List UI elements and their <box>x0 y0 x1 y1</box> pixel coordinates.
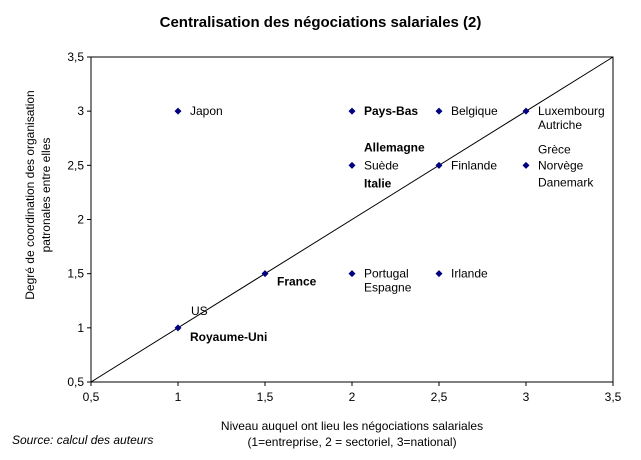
data-label: US <box>191 304 208 318</box>
x-tick-label: 1 <box>175 390 182 404</box>
x-tick-label: 3,5 <box>605 390 622 404</box>
data-point <box>348 270 356 278</box>
x-axis-label: Niveau auquel ont lieu les négociations … <box>172 418 532 450</box>
data-label: Suède <box>364 158 399 172</box>
data-point <box>435 107 443 115</box>
data-point <box>522 161 530 169</box>
x-tick-label: 2 <box>349 390 356 404</box>
data-point <box>435 270 443 278</box>
data-label: Espagne <box>364 281 412 295</box>
data-label: Luxembourg <box>538 104 605 118</box>
data-label: Autriche <box>538 118 582 132</box>
y-tick-label: 3 <box>77 104 84 118</box>
y-axis-label-line1: Degré de coordination des organisation <box>23 90 37 300</box>
y-axis-label: Degré de coordination des organisation p… <box>22 65 54 325</box>
data-point <box>174 324 182 332</box>
data-point <box>174 107 182 115</box>
data-point <box>348 107 356 115</box>
y-tick-label: 3,5 <box>67 50 84 64</box>
data-label: Danemark <box>538 175 594 189</box>
x-tick-label: 3 <box>523 390 530 404</box>
data-point <box>522 107 530 115</box>
data-label: Portugal <box>364 267 409 281</box>
data-label: Allemagne <box>364 140 425 154</box>
x-axis-label-line1: Niveau auquel ont lieu les négociations … <box>220 419 484 433</box>
x-tick-label: 2,5 <box>431 390 448 404</box>
diagonal-line <box>90 56 614 383</box>
data-label: Pays-Bas <box>364 104 418 118</box>
data-label: Irlande <box>451 267 488 281</box>
data-label: Finlande <box>451 158 497 172</box>
source-note: Source: calcul des auteurs <box>12 433 154 447</box>
data-label: Japon <box>190 104 223 118</box>
y-tick-label: 1 <box>77 321 84 335</box>
data-label: Italie <box>364 176 392 190</box>
x-axis-label-line2: (1=entreprise, 2 = sectoriel, 3=national… <box>247 435 457 449</box>
y-tick-label: 2 <box>77 213 84 227</box>
y-tick-label: 1,5 <box>67 267 84 281</box>
y-axis-label-line2: patronales entre elles <box>39 137 53 253</box>
y-tick-label: 0,5 <box>67 375 84 389</box>
data-label: Norvège <box>538 158 584 172</box>
chart-title: Centralisation des négociations salarial… <box>159 14 482 31</box>
data-point <box>348 161 356 169</box>
data-label: Royaume-Uni <box>190 330 267 344</box>
y-tick-label: 2,5 <box>67 158 84 172</box>
plot-area: 0,50,5 1 1 1,5 1,5 2 2 2,5 2,5 3 3 3,5 3,5 <box>67 50 621 404</box>
data-label: Grèce <box>538 142 571 156</box>
x-tick-label: 1,5 <box>257 390 274 404</box>
data-label: Belgique <box>451 104 498 118</box>
data-label: France <box>277 275 317 289</box>
data-point <box>261 270 269 278</box>
x-tick-label: 0,5 <box>83 390 100 404</box>
data-point <box>435 161 443 169</box>
